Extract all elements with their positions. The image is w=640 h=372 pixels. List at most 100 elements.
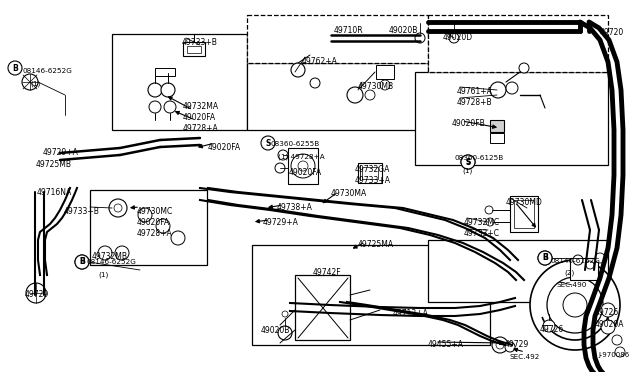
Circle shape [615,347,625,357]
Bar [247,63,428,130]
Text: B: B [542,253,548,263]
Circle shape [26,283,46,303]
Text: 49020A: 49020A [595,320,625,329]
Text: 49732MB: 49732MB [92,252,128,261]
Circle shape [547,277,603,333]
Circle shape [415,33,425,43]
Bar [183,42,205,56]
Text: 08146-6252G: 08146-6252G [86,259,136,265]
Bar [376,65,394,79]
Circle shape [538,251,552,265]
Circle shape [612,335,622,345]
Circle shape [519,63,529,73]
Bar [295,275,350,340]
Bar [252,245,490,345]
Text: B: B [79,257,85,266]
Circle shape [138,208,152,222]
Circle shape [109,199,127,217]
Text: (1): (1) [30,80,40,87]
Text: 49730MA: 49730MA [331,189,367,198]
Text: 49728+B: 49728+B [457,98,493,107]
Circle shape [115,246,129,260]
Bar [362,167,378,179]
Bar [490,120,504,132]
Circle shape [601,303,615,317]
Text: (1): (1) [98,271,108,278]
Text: 49730MB: 49730MB [358,82,394,91]
Text: 49020D: 49020D [443,33,473,42]
Circle shape [149,101,161,113]
Text: 49729: 49729 [25,290,49,299]
Text: S: S [266,138,271,148]
Circle shape [22,74,38,90]
Circle shape [595,253,605,263]
Bar [90,190,207,265]
Circle shape [347,87,363,103]
Text: 49728+A: 49728+A [183,124,219,133]
Text: 49733+B: 49733+B [64,207,100,216]
Text: B: B [12,64,18,73]
Bar [428,240,608,302]
Circle shape [506,82,518,94]
Circle shape [75,255,89,269]
Text: 49716NA: 49716NA [37,188,72,197]
Text: SEC.490: SEC.490 [557,282,588,288]
Text: S: S [465,157,470,167]
Circle shape [486,218,494,226]
Text: S: S [465,159,470,165]
Text: 49730MD: 49730MD [506,198,543,207]
Bar [288,148,318,184]
Circle shape [492,337,508,353]
Text: 49713+A: 49713+A [393,309,429,318]
Circle shape [449,33,459,43]
Text: 08360-6125B: 08360-6125B [455,155,504,161]
Bar [358,163,382,183]
Text: 49020B: 49020B [389,26,419,35]
Circle shape [75,255,89,269]
Text: 49730MC: 49730MC [137,207,173,216]
Text: 49738+A: 49738+A [277,203,313,212]
Circle shape [164,101,176,113]
Circle shape [461,155,475,169]
Circle shape [98,246,112,260]
Text: 49732MA: 49732MA [183,102,219,111]
Text: SEC.492: SEC.492 [510,354,540,360]
Text: 49729+A: 49729+A [43,148,79,157]
Text: (1) 49728+A: (1) 49728+A [278,153,324,160]
Circle shape [563,293,587,317]
Circle shape [278,326,292,340]
Circle shape [282,311,288,317]
Text: 49728+A: 49728+A [137,229,173,238]
Text: 08146-6252G: 08146-6252G [22,68,72,74]
Text: 49020FA: 49020FA [289,168,322,177]
Circle shape [538,251,552,265]
Text: 08360-6255B: 08360-6255B [271,141,320,147]
Text: 49710R: 49710R [334,26,364,35]
Text: 49726: 49726 [595,308,620,317]
Bar [415,72,608,165]
Circle shape [278,150,288,160]
Bar [510,196,538,232]
Circle shape [461,155,475,169]
Text: 49729+A: 49729+A [263,218,299,227]
Text: (2): (2) [564,270,574,276]
Text: 49732GA: 49732GA [355,165,390,174]
Bar [112,34,247,130]
Text: B: B [79,257,85,266]
Text: 49762+A: 49762+A [302,57,338,66]
Circle shape [261,136,275,150]
Circle shape [148,83,162,97]
Bar [570,258,598,280]
Circle shape [365,90,375,100]
Text: 49726: 49726 [540,325,564,334]
Text: 49733+C: 49733+C [464,229,500,238]
Text: 49020FA: 49020FA [183,113,216,122]
Circle shape [114,204,122,212]
Text: J-970086: J-970086 [598,352,629,358]
Text: 49733+A: 49733+A [355,176,391,185]
Text: 49020B: 49020B [261,326,291,335]
Circle shape [275,163,285,173]
Circle shape [171,231,185,245]
Text: 49455+A: 49455+A [428,340,464,349]
Bar [247,15,428,63]
